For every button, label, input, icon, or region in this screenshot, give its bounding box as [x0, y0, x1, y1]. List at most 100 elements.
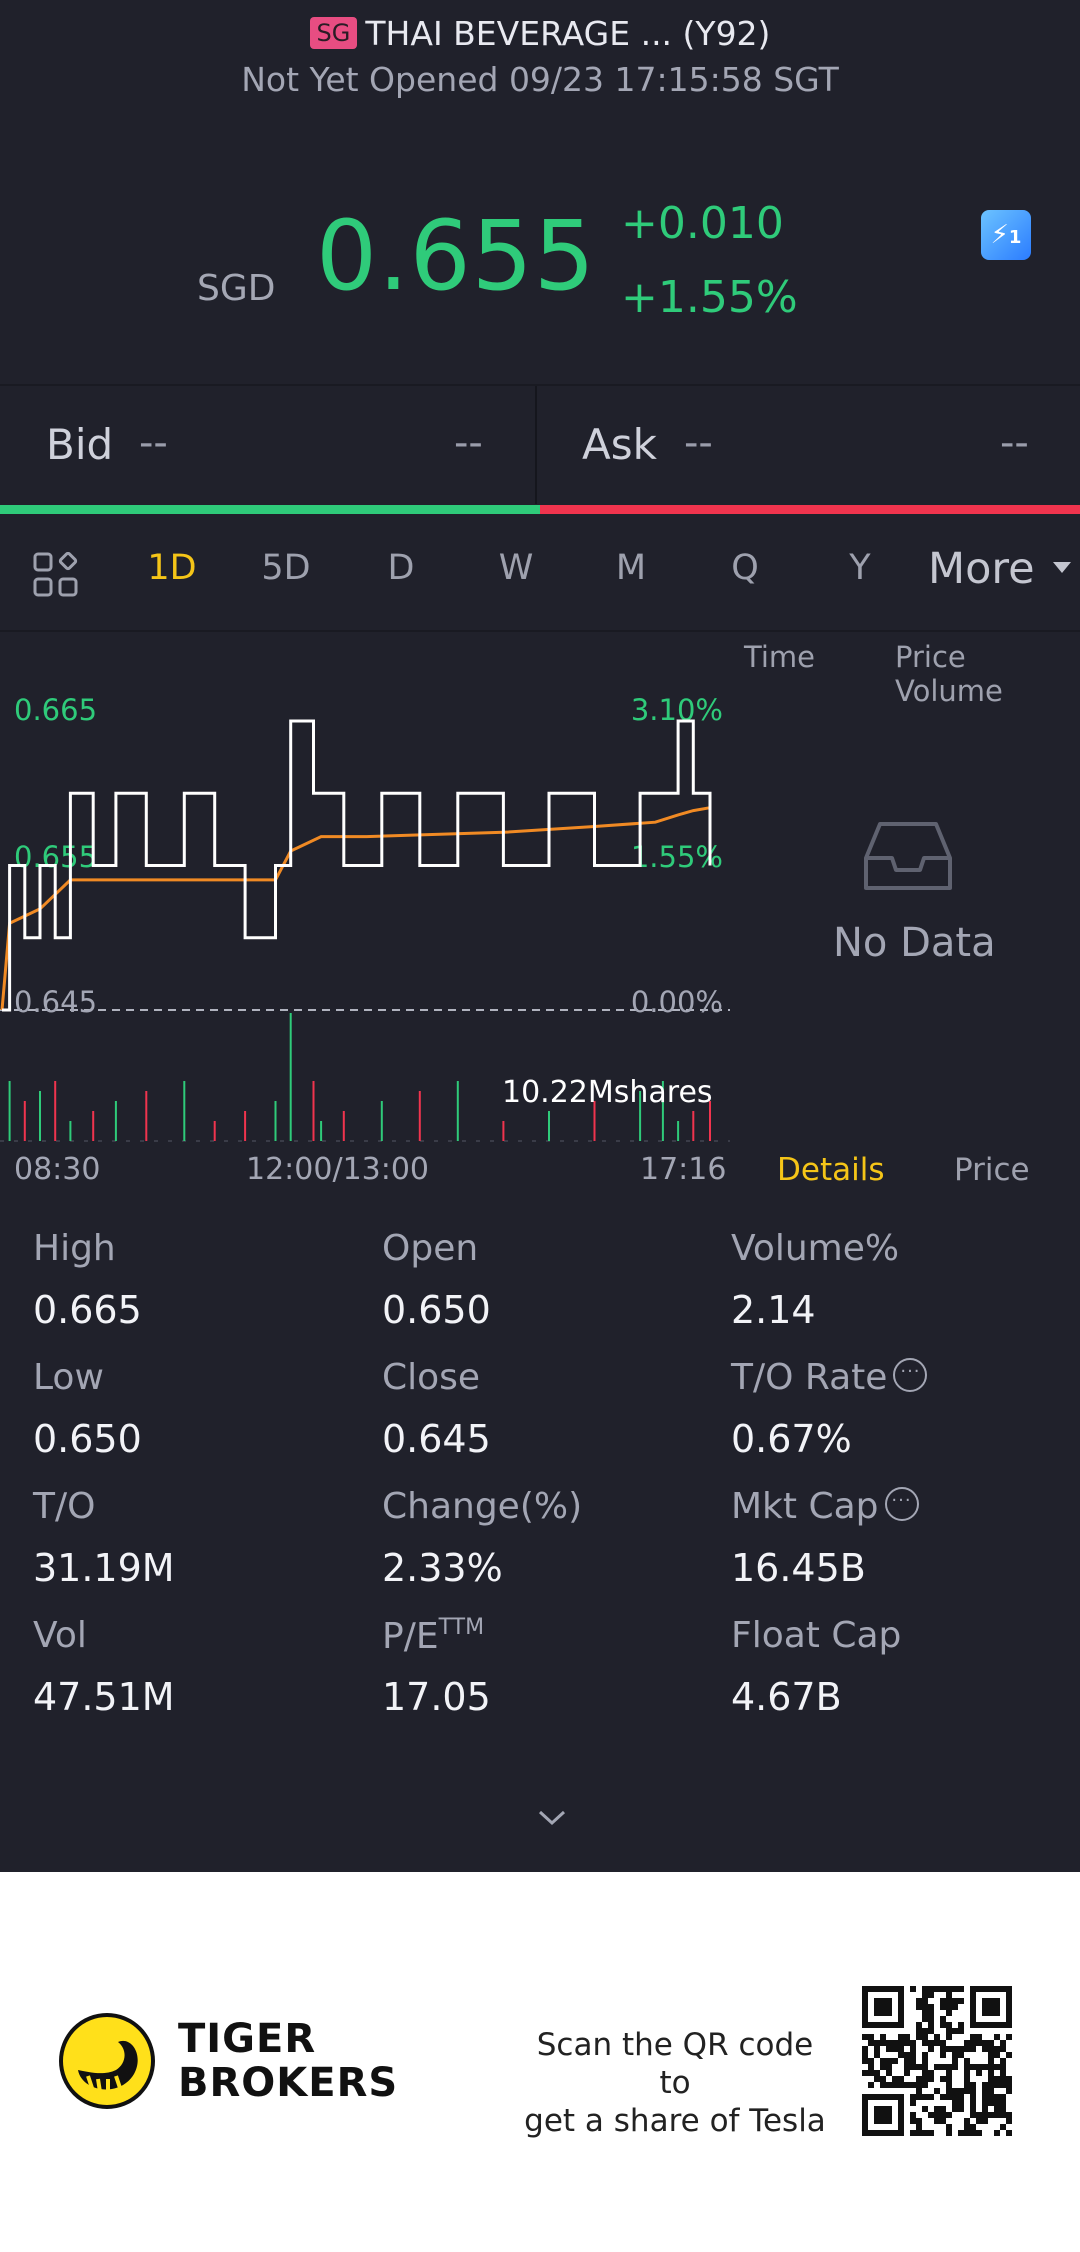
- volume-label: 10.22Mshares: [502, 1075, 713, 1110]
- stock-name: THAI BEVERAGE ... (Y92): [365, 14, 771, 53]
- y-tick-left: 0.665: [14, 693, 97, 727]
- volume-bar: [320, 1121, 323, 1141]
- chevron-down-icon[interactable]: [1053, 562, 1071, 573]
- volume-bar: [274, 1101, 277, 1141]
- volume-bar: [244, 1111, 247, 1141]
- price-line: [2, 719, 712, 1012]
- tab-y[interactable]: Y: [849, 548, 871, 588]
- layout-grid-icon[interactable]: [33, 552, 79, 598]
- stat-value-turnover: 31.19M: [33, 1546, 175, 1590]
- volume-bar: [183, 1081, 186, 1141]
- exchange-badge: SG: [309, 17, 358, 49]
- brand-name-line2: BROKERS: [178, 2060, 399, 2106]
- volume-bar: [69, 1121, 72, 1141]
- stat-value-low: 0.650: [33, 1417, 142, 1461]
- qr-code: [862, 1986, 1012, 2136]
- market-status: Not Yet Opened 09/23 17:15:58 SGT: [241, 60, 839, 99]
- tab-details[interactable]: Details: [777, 1152, 885, 1188]
- more-info-icon[interactable]: ···: [884, 1487, 919, 1521]
- volume-bar: [692, 1111, 695, 1141]
- stock-title: SG THAI BEVERAGE ... (Y92): [0, 14, 1080, 53]
- volume-bar: [145, 1091, 148, 1141]
- y-tick-right: 0.00%: [631, 985, 723, 1019]
- volume-bar: [456, 1081, 459, 1141]
- stat-value-high: 0.665: [33, 1288, 142, 1332]
- tiger-brokers-logo: [59, 2013, 155, 2109]
- ask-ratio-bar: [540, 505, 1080, 514]
- volume-bar: [92, 1111, 95, 1141]
- stat-label-turnover-rate: T/O Rate ···: [731, 1357, 928, 1398]
- tab-q[interactable]: Q: [731, 548, 759, 588]
- currency-label: SGD: [197, 268, 276, 309]
- x-tick: 17:16: [640, 1152, 727, 1187]
- brand-name-line1: TIGER: [178, 2016, 317, 2062]
- stat-label-low: Low: [33, 1357, 104, 1398]
- volume-bars: [8, 1013, 711, 1141]
- stat-label-high: High: [33, 1228, 116, 1269]
- volume-bar: [114, 1101, 117, 1141]
- volume-bar: [418, 1091, 421, 1141]
- stat-label-close: Close: [382, 1357, 481, 1398]
- qr-caption-line1: Scan the QR code to: [536, 2027, 814, 2101]
- stat-value-vol: 47.51M: [33, 1675, 175, 1719]
- volume-bar: [593, 1101, 596, 1141]
- stat-value-pe: 17.05: [382, 1675, 491, 1719]
- volume-bar: [677, 1121, 680, 1141]
- tab-5d[interactable]: 5D: [261, 548, 311, 588]
- volume-bar: [54, 1081, 57, 1141]
- volume-bar: [342, 1111, 345, 1141]
- tab-price-volume[interactable]: Price Volume: [895, 640, 1003, 708]
- stat-label-vol: Vol: [33, 1615, 87, 1656]
- stat-label-change-pct: Change(%): [382, 1486, 583, 1527]
- stat-value-open: 0.650: [382, 1288, 491, 1332]
- bid-price: --: [139, 420, 168, 466]
- volume-bar: [8, 1081, 11, 1141]
- divider: [535, 386, 537, 504]
- x-tick: 12:00/13:00: [246, 1152, 430, 1187]
- tab-1d[interactable]: 1D: [147, 548, 197, 588]
- volume-bar: [312, 1081, 315, 1141]
- tab-m[interactable]: M: [615, 548, 647, 588]
- volume-bar: [213, 1121, 216, 1141]
- tab-price[interactable]: Price: [954, 1152, 1030, 1188]
- divider: [0, 630, 1080, 632]
- volume-bar: [380, 1101, 383, 1141]
- tab-w[interactable]: W: [498, 548, 534, 588]
- intraday-chart[interactable]: 0.665 0.655 0.645 3.10% 1.55% 0.00% 10.2…: [0, 680, 730, 1150]
- stat-value-float-cap: 4.67B: [731, 1675, 842, 1719]
- last-price: 0.655: [316, 200, 596, 312]
- volume-bar: [639, 1091, 642, 1141]
- divider: [0, 384, 1080, 386]
- more-info-icon[interactable]: ···: [893, 1358, 928, 1392]
- flash-trade-icon[interactable]: ⚡1: [981, 210, 1031, 260]
- y-tick-left: 0.645: [14, 985, 97, 1019]
- bid-size: --: [454, 420, 483, 466]
- volume-bar: [502, 1121, 505, 1141]
- tab-d[interactable]: D: [387, 548, 415, 588]
- qr-caption-line2: get a share of Tesla: [524, 2103, 826, 2139]
- avg-price-line: [0, 806, 711, 1011]
- stat-value-turnover-rate: 0.67%: [731, 1417, 852, 1461]
- stat-label-mkt-cap: Mkt Cap ···: [731, 1486, 919, 1527]
- price-change: +0.010: [621, 198, 784, 249]
- expand-chevron-icon[interactable]: [537, 1808, 567, 1828]
- app-screen: [0, 0, 1080, 1872]
- stat-value-mkt-cap: 16.45B: [731, 1546, 866, 1590]
- volume-bar: [23, 1101, 26, 1141]
- ask-size: --: [1000, 420, 1029, 466]
- bid-ratio-bar: [0, 505, 540, 514]
- tab-time[interactable]: Time: [744, 640, 815, 674]
- bid-label: Bid: [46, 420, 114, 469]
- stat-label-turnover: T/O: [33, 1486, 96, 1527]
- more-tab[interactable]: More: [928, 544, 1035, 594]
- volume-bar: [289, 1013, 292, 1141]
- stat-value-close: 0.645: [382, 1417, 491, 1461]
- price-change-percent: +1.55%: [621, 272, 798, 323]
- stat-label-pe: P/ETTM: [382, 1615, 485, 1657]
- volume-bar: [548, 1111, 550, 1141]
- stat-label-open: Open: [382, 1228, 479, 1269]
- stat-label-float-cap: Float Cap: [731, 1615, 902, 1656]
- volume-bar: [661, 1081, 664, 1141]
- volume-bar: [709, 1101, 711, 1141]
- ask-price: --: [684, 420, 713, 466]
